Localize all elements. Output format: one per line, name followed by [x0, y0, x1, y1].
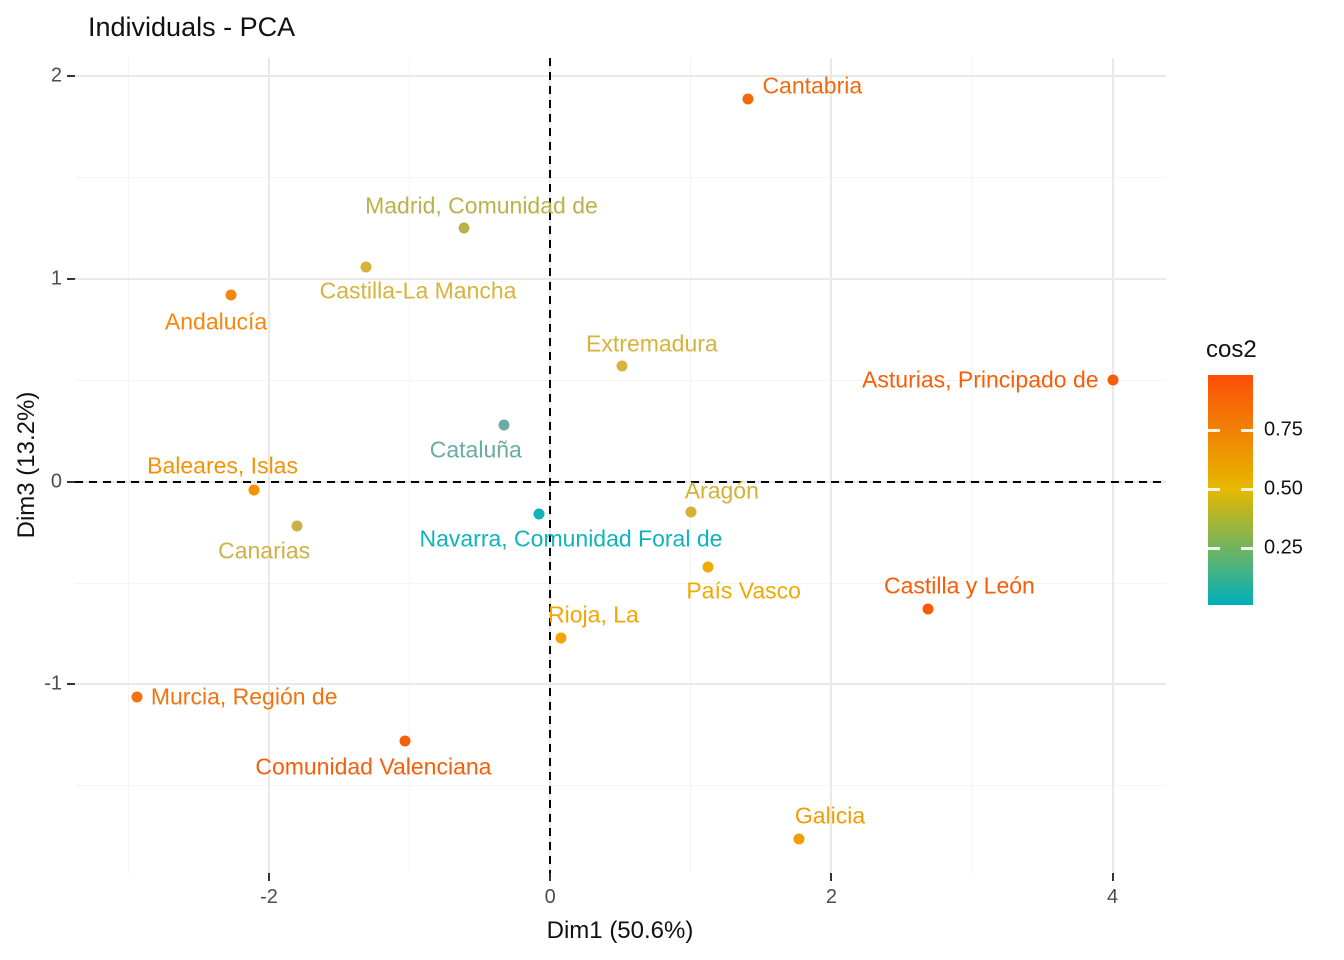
data-point [616, 360, 628, 372]
data-point [360, 261, 372, 273]
data-point-label: Asturias, Principado de [862, 366, 1099, 393]
data-point-label: Aragón [684, 477, 759, 504]
y-axis-tick-label: 2 [50, 64, 62, 87]
data-point-label: Cataluña [429, 436, 522, 463]
x0-dashed-refline [549, 58, 552, 873]
data-point-label: Galicia [794, 802, 866, 829]
y-axis-tick [67, 75, 75, 78]
y-axis-tick [67, 480, 75, 483]
y-axis-tick [67, 277, 75, 280]
y-minor-gridline [75, 177, 1166, 179]
data-point-label: Cantabria [762, 72, 863, 99]
data-point-label: Castilla y León [883, 572, 1035, 599]
y-major-gridline [75, 683, 1166, 686]
x-axis-tick [549, 873, 552, 881]
y-minor-gridline [75, 785, 1166, 787]
x-axis-tick [830, 873, 833, 881]
data-point-label: Extremadura [586, 330, 718, 357]
data-point [533, 508, 545, 520]
data-point [131, 691, 143, 703]
x-axis-tick-label: 0 [544, 886, 556, 908]
x-minor-gridline [127, 58, 129, 873]
x-major-gridline [830, 58, 833, 873]
data-point [685, 506, 697, 518]
data-point [248, 484, 260, 496]
data-point-label: País Vasco [686, 577, 801, 604]
x-axis-tick-label: -2 [260, 886, 278, 908]
data-point [793, 833, 805, 845]
data-point-label: Castilla-La Mancha [319, 277, 517, 304]
x-axis-title: Dim1 (50.6%) [546, 917, 694, 944]
data-point [555, 632, 567, 644]
y-minor-gridline [75, 582, 1166, 584]
y-major-gridline [75, 277, 1166, 280]
y-axis-tick-label: 0 [50, 470, 62, 493]
y-axis-tick [67, 683, 75, 686]
legend-tick-label: 0.25 [1264, 536, 1303, 559]
x-axis-tick [268, 873, 271, 881]
legend-tick-left [1208, 488, 1220, 491]
x-minor-gridline [690, 58, 692, 873]
y-axis-title: Dim3 (13.2%) [13, 391, 40, 539]
y-minor-gridline [75, 379, 1166, 381]
x-minor-gridline [971, 58, 973, 873]
data-point [742, 93, 754, 105]
data-point-label: Canarias [218, 537, 311, 564]
legend-tick-label: 0.75 [1264, 418, 1303, 441]
legend-title: cos2 [1206, 336, 1257, 363]
data-point-label: Navarra, Comunidad Foral de [419, 525, 723, 552]
data-point [225, 289, 237, 301]
data-point-label: Rioja, La [548, 601, 639, 628]
y0-dashed-refline [75, 480, 1166, 483]
x-axis-tick-label: 4 [1107, 886, 1119, 908]
x-major-gridline [268, 58, 271, 873]
data-point-label: Madrid, Comunidad de [365, 192, 598, 219]
data-point [291, 520, 303, 532]
y-axis-tick-label: 1 [50, 267, 62, 290]
x-major-gridline [1111, 58, 1114, 873]
data-point [702, 561, 714, 573]
data-point [922, 603, 934, 615]
data-point-label: Murcia, Región de [150, 683, 338, 710]
data-point-label: Comunidad Valenciana [255, 753, 492, 780]
chart-title: Individuals - PCA [88, 12, 296, 42]
x-axis-tick-label: 2 [825, 886, 837, 908]
data-point [498, 419, 510, 431]
x-minor-gridline [409, 58, 411, 873]
y-axis-tick-label: -1 [44, 672, 62, 695]
data-point-label: Baleares, Islas [147, 452, 298, 479]
legend-tick-right [1241, 547, 1253, 550]
legend-tick-right [1241, 429, 1253, 432]
y-major-gridline [75, 75, 1166, 78]
data-point [399, 735, 411, 747]
x-axis-tick [1111, 873, 1114, 881]
legend-tick-left [1208, 429, 1220, 432]
data-point-label: Andalucía [164, 308, 268, 335]
data-point [1107, 374, 1119, 386]
legend-tick-right [1241, 488, 1253, 491]
data-point [458, 222, 470, 234]
legend-tick-label: 0.50 [1264, 477, 1303, 500]
legend-tick-left [1208, 547, 1220, 550]
